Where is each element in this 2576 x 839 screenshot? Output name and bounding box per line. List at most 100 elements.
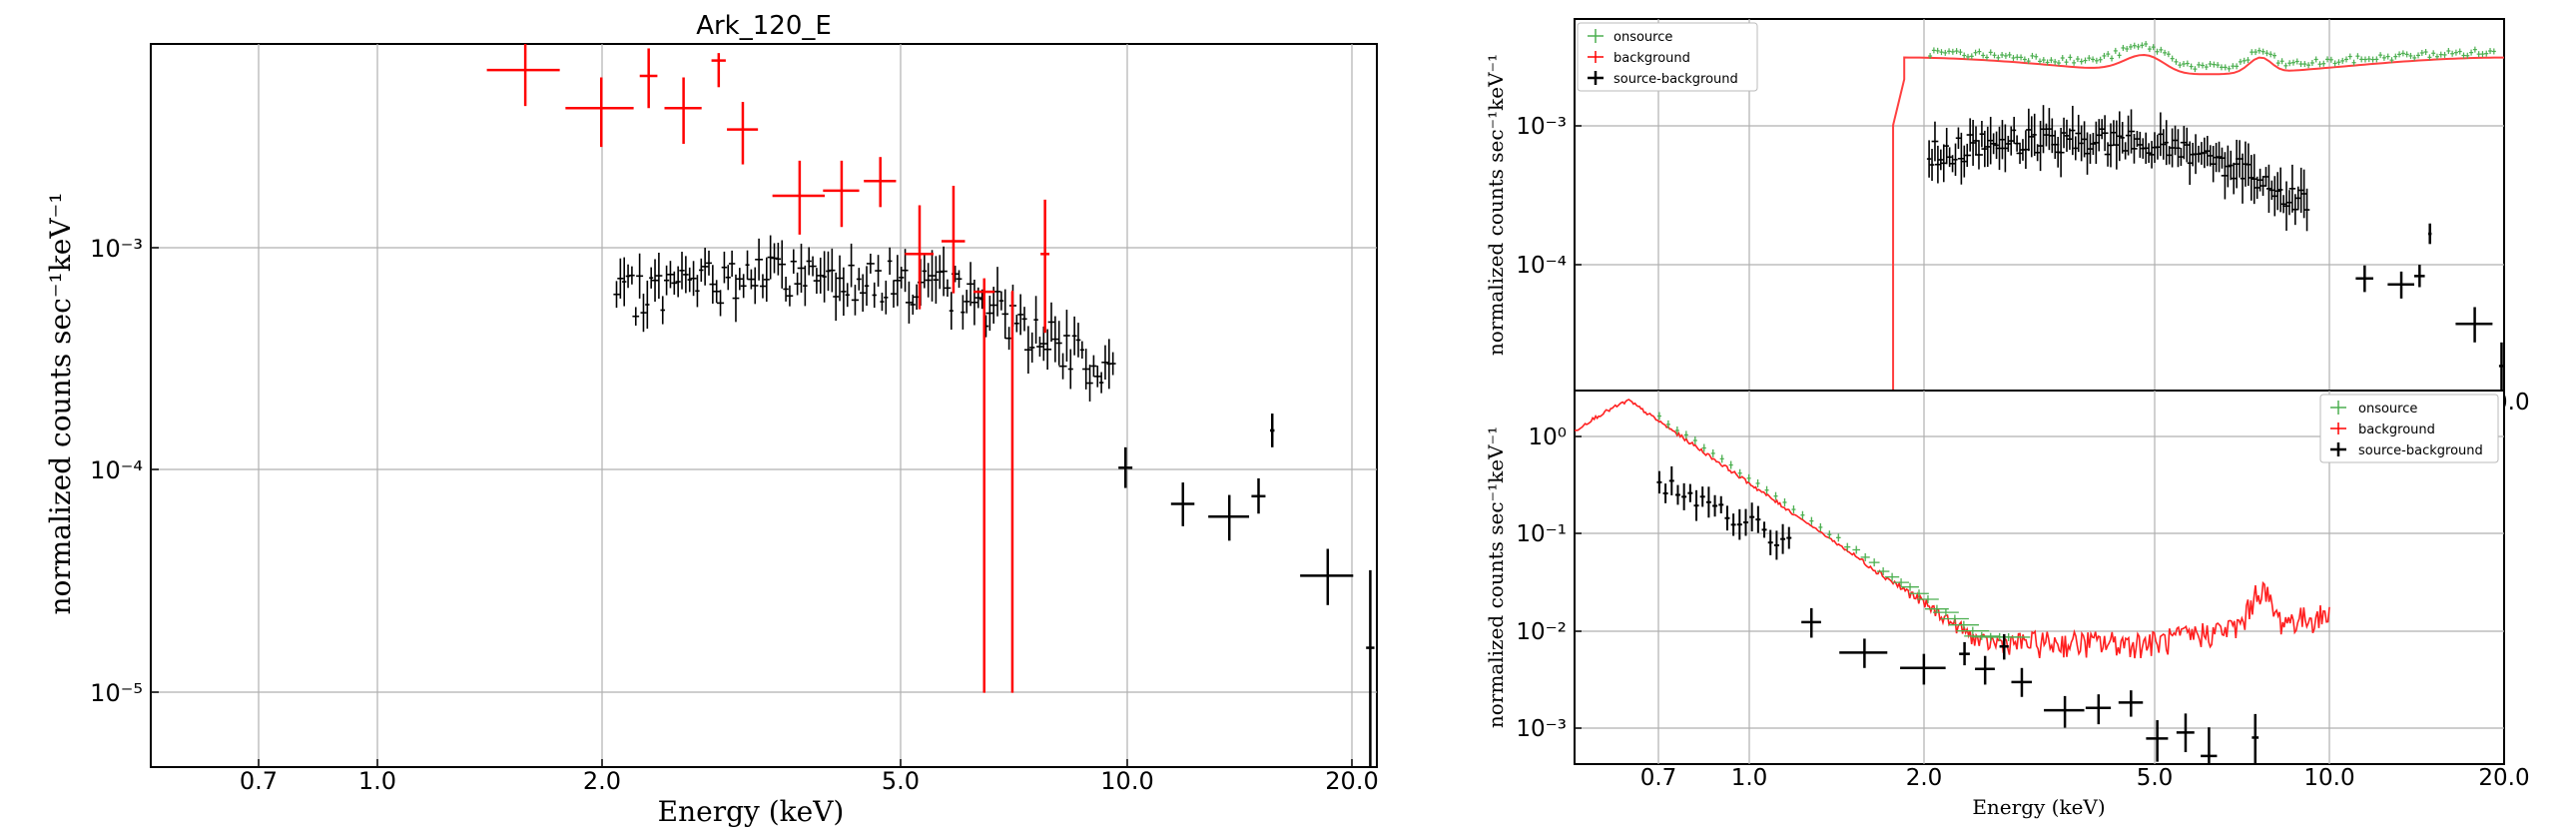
data-point — [1300, 548, 1354, 605]
data-point — [1251, 477, 1266, 514]
legend-onsource-label: onsource — [1613, 30, 1672, 45]
y-tick-label: 10⁻³ — [1516, 114, 1567, 140]
legend-source-background-marker — [2330, 442, 2346, 456]
right-bottom-panel: 10⁰ 10⁻¹ 10⁻² 10⁻³ 0.7 1.0 2.0 5.0 10.0 … — [1484, 390, 2530, 819]
data-point — [2146, 720, 2169, 762]
data-point — [2176, 713, 2195, 753]
x-tick-label: 20.0 — [1325, 767, 1378, 795]
main-chart-panel: Ark_120_E 0.7 1.0 2.0 5.0 10.0 20.0 — [44, 11, 1379, 828]
x-tick-label: 1.0 — [1731, 765, 1768, 791]
legend-source-background-label: source-background — [1613, 72, 1738, 87]
legend-onsource-label: onsource — [2358, 402, 2417, 417]
legend-onsource-marker — [2330, 401, 2346, 415]
legend-onsource-marker — [1588, 29, 1604, 43]
legend-source-background-label: source-background — [2358, 443, 2483, 458]
x-tick-label: 1.0 — [358, 767, 396, 795]
y-tick-label: 10⁻⁴ — [90, 456, 143, 484]
x-tick-label: 2.0 — [583, 767, 621, 795]
data-point — [772, 160, 826, 235]
data-point — [1010, 290, 1014, 693]
right-bottom-y-axis-label: normalized counts sec⁻¹keV⁻¹ — [1484, 426, 1508, 728]
data-point — [1170, 482, 1195, 526]
data-point — [711, 53, 726, 88]
data-point — [1801, 607, 1821, 638]
data-point — [864, 157, 897, 208]
legend-background-marker — [1588, 51, 1604, 63]
x-tick-label: 20.0 — [2478, 765, 2529, 791]
main-x-ticks: 0.7 1.0 2.0 5.0 10.0 20.0 — [240, 44, 1379, 795]
y-tick-label: 10⁻³ — [1516, 716, 1567, 742]
data-point — [1959, 641, 1970, 666]
y-tick-label: 10⁻¹ — [1516, 521, 1567, 547]
data-point — [1208, 494, 1250, 541]
legend-background-marker — [2330, 422, 2346, 434]
right-bottom-dense-black-data — [1656, 465, 1792, 560]
data-point — [2498, 342, 2504, 391]
right-top-panel: 10⁻³ 10⁻⁴ 20.0 normalized counts sec⁻¹ke… — [1484, 18, 2530, 416]
data-point — [2413, 265, 2425, 288]
x-tick-label: 0.7 — [1640, 765, 1677, 791]
right-bottom-background-curve — [1574, 399, 2330, 659]
data-point — [2085, 694, 2112, 725]
data-point — [2201, 727, 2218, 764]
right-top-background-curve — [1892, 54, 2505, 391]
right-bottom-x-axis-label: Energy (keV) — [1972, 795, 2105, 819]
legend-background-label: background — [2358, 422, 2435, 437]
data-point — [1839, 638, 1888, 668]
data-point — [664, 77, 702, 144]
data-point — [1900, 653, 1946, 685]
data-point — [639, 48, 658, 109]
data-point — [1999, 633, 2009, 660]
main-chart-title: Ark_120_E — [696, 11, 832, 41]
main-plot-area — [150, 43, 1378, 768]
data-point — [2044, 695, 2085, 728]
x-tick-label: 5.0 — [882, 767, 920, 795]
right-top-onsource-data — [1928, 41, 2496, 73]
y-tick-label: 10⁻³ — [90, 235, 143, 263]
right-top-plot-marks — [2355, 223, 2504, 391]
data-point — [2387, 271, 2414, 299]
data-point — [823, 160, 860, 228]
right-top-dense-black-data — [1926, 105, 2310, 232]
data-point — [1975, 655, 1995, 685]
legend-box — [2319, 394, 2499, 463]
main-dense-black-data — [613, 235, 1116, 402]
main-plot-marks — [486, 44, 1375, 767]
legend-source-background-marker — [1588, 71, 1604, 85]
data-point — [2252, 713, 2259, 764]
right-bottom-legend: onsource background source-background — [2319, 394, 2499, 463]
x-tick-label: 0.7 — [240, 767, 278, 795]
data-point — [2428, 223, 2432, 245]
data-point — [1366, 569, 1375, 767]
x-tick-label: 10.0 — [2303, 765, 2354, 791]
data-point — [2011, 667, 2033, 697]
right-top-y-axis-label: normalized counts sec⁻¹keV⁻¹ — [1484, 54, 1508, 356]
right-top-legend: onsource background source-background — [1577, 22, 1758, 92]
data-point — [1040, 199, 1050, 334]
x-tick-label: 10.0 — [1100, 767, 1153, 795]
data-point — [942, 185, 966, 294]
data-point — [2355, 265, 2373, 293]
x-tick-label: 5.0 — [2137, 765, 2174, 791]
legend-background-label: background — [1613, 51, 1690, 66]
background-spectrum — [1574, 399, 2330, 659]
background-spectrum — [1892, 54, 2505, 391]
y-tick-label: 10⁻² — [1516, 619, 1567, 645]
y-tick-label: 10⁻⁴ — [1516, 253, 1567, 279]
data-point — [727, 102, 759, 165]
main-y-ticks: 10⁻³ 10⁻⁴ 10⁻⁵ — [90, 235, 1377, 707]
y-tick-label: 10⁻⁵ — [90, 679, 143, 707]
data-point — [972, 278, 995, 693]
data-point — [565, 77, 634, 148]
main-y-axis-label: normalized counts sec⁻¹keV⁻¹ — [44, 192, 77, 614]
data-point — [2455, 307, 2493, 343]
data-point — [1118, 446, 1133, 488]
data-point — [905, 205, 934, 310]
data-point — [2118, 690, 2144, 717]
y-tick-label: 10⁰ — [1529, 424, 1568, 450]
main-x-axis-label: Energy (keV) — [658, 795, 845, 828]
x-tick-label: 2.0 — [1906, 765, 1943, 791]
legend-box — [1577, 22, 1758, 92]
right-bottom-plot-marks — [1801, 607, 2259, 764]
